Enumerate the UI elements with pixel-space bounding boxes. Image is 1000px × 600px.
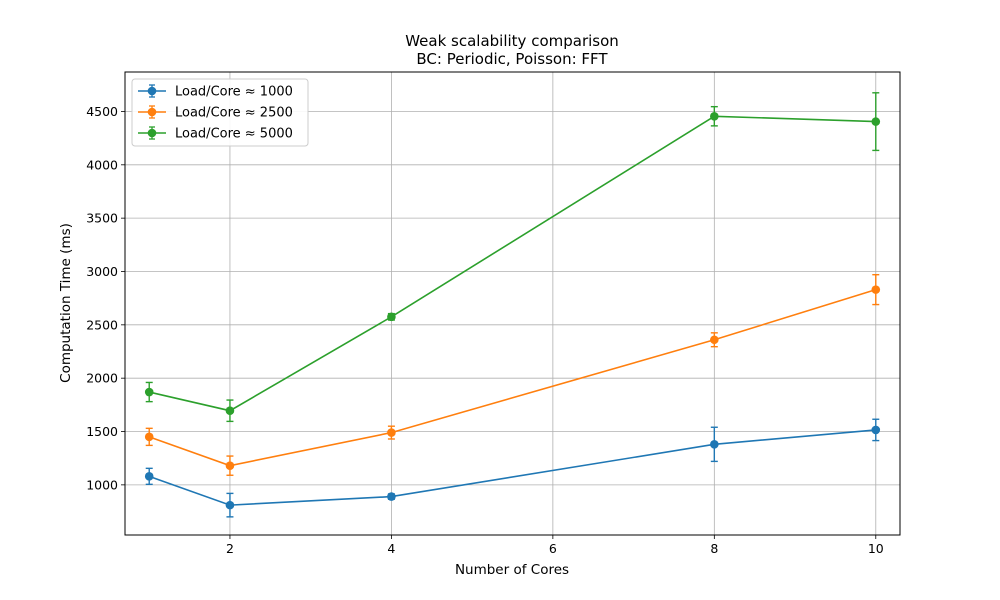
- y-tick-label: 3000: [86, 264, 118, 279]
- y-tick-label: 2500: [86, 317, 118, 332]
- data-point: [387, 428, 396, 437]
- y-tick-label: 1500: [86, 424, 118, 439]
- legend-label: Load/Core ≈ 1000: [175, 85, 293, 100]
- axis-ticks: 2 4 6 8 10 1000 1500 2000 2500 3000 3500 4000 4500: [86, 104, 884, 556]
- data-point: [225, 500, 235, 510]
- data-point: [871, 425, 881, 435]
- data-point: [225, 406, 235, 416]
- x-tick-label: 2: [226, 541, 234, 556]
- data-point: [144, 387, 154, 397]
- x-tick-label: 4: [387, 541, 395, 556]
- legend-label: Load/Core ≈ 2500: [175, 106, 293, 121]
- series-2: [144, 273, 881, 476]
- chart-title: Weak scalability comparison: [405, 32, 619, 50]
- legend-item: Load/Core ≈ 5000: [138, 126, 293, 142]
- y-axis-label: Computation Time (ms): [58, 223, 74, 383]
- data-point: [710, 335, 719, 345]
- data-point: [144, 432, 154, 442]
- y-tick-label: 1000: [86, 477, 118, 492]
- series-line: [148, 429, 876, 506]
- series-line: [149, 115, 876, 412]
- series-1: [144, 418, 881, 518]
- legend-box: [131, 78, 309, 147]
- data-point: [710, 440, 719, 449]
- x-axis-label: Number of Cores: [455, 562, 569, 578]
- x-tick-label: 8: [710, 541, 718, 556]
- legend-item: Load/Core ≈ 1000: [138, 84, 293, 100]
- plot-frame: [124, 71, 901, 536]
- chart-subtitle: BC: Periodic, Poisson: FFT: [416, 50, 608, 68]
- data-point: [387, 312, 396, 322]
- data-point: [871, 285, 881, 294]
- data-point: [225, 461, 235, 470]
- legend-item: Load/Core ≈ 2500: [138, 105, 293, 121]
- data-point: [387, 492, 396, 501]
- data-point: [144, 472, 154, 481]
- data-point: [710, 111, 719, 121]
- y-tick-label: 4000: [86, 157, 118, 172]
- series-3: [144, 92, 881, 423]
- legend-label: Load/Core ≈ 5000: [175, 127, 293, 142]
- series-group: [144, 92, 881, 518]
- data-point: [871, 117, 881, 126]
- y-tick-label: 2000: [86, 371, 118, 386]
- x-tick-label: 6: [549, 541, 557, 556]
- legend: Load/Core ≈ 1000 Load/Core ≈ 2500 Load/Cor…: [131, 78, 309, 147]
- x-tick-label: 10: [868, 541, 884, 556]
- y-tick-label: 4500: [86, 104, 118, 119]
- y-tick-label: 3500: [86, 211, 118, 226]
